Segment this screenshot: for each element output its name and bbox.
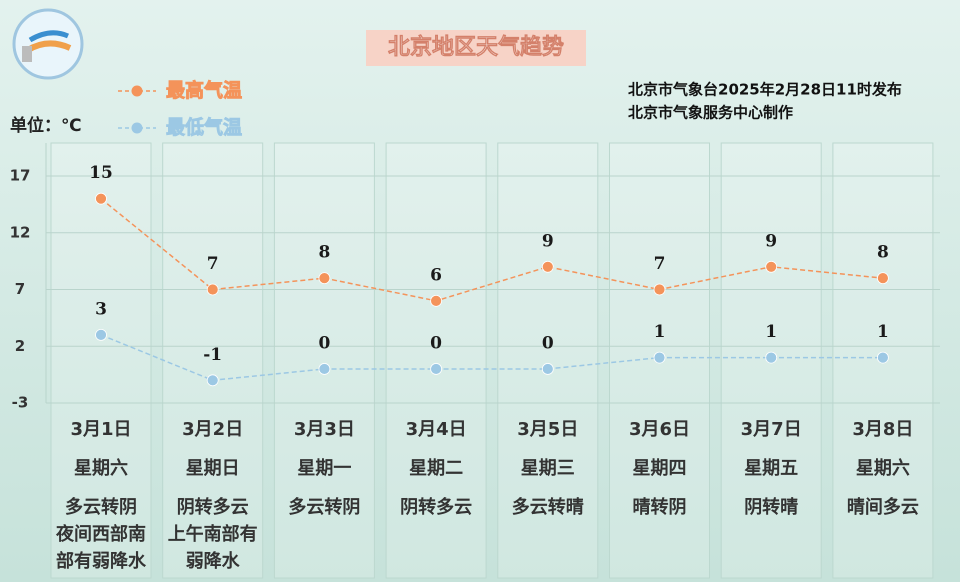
y-tick-label: -3 (12, 394, 29, 412)
x-tick-label: 3月4日 (406, 419, 467, 440)
weather-label: 夜间西部南 (55, 523, 146, 545)
data-label: 7 (207, 254, 219, 274)
series-line (100, 198, 883, 302)
weather-label: 弱降水 (186, 550, 241, 572)
data-label: 0 (318, 333, 330, 353)
weather-label: 部有弱降水 (56, 550, 147, 572)
legend-label: 最高气温 (166, 79, 242, 102)
weather-label: 多云转阴 (65, 496, 137, 518)
weekday-label: 星期六 (856, 457, 910, 479)
weather-label: 晴转阴 (633, 496, 687, 518)
data-label: 8 (877, 243, 889, 263)
weekday-label: 星期四 (633, 458, 687, 479)
legend-marker (131, 122, 143, 134)
data-label: 15 (89, 163, 113, 183)
data-point (653, 283, 666, 296)
data-label: 7 (654, 254, 666, 274)
unit-label: 单位：℃ (10, 115, 82, 136)
data-label: 0 (430, 333, 442, 353)
x-tick-label: 3月7日 (741, 419, 802, 440)
data-label: 9 (765, 231, 777, 251)
weekday-label: 星期二 (409, 458, 463, 479)
weekday-label: 星期日 (186, 458, 240, 479)
data-point (765, 351, 778, 364)
weather-label: 多云转晴 (512, 496, 584, 518)
weather-label: 晴间多云 (847, 496, 919, 518)
data-point (765, 260, 778, 273)
x-tick-label: 3月6日 (629, 419, 690, 440)
y-tick-label: 2 (15, 337, 25, 355)
weather-label: 上午南部有 (168, 523, 258, 545)
legend-label: 最低气温 (166, 116, 242, 139)
legend-marker (131, 85, 143, 97)
data-label: 9 (542, 231, 554, 251)
x-tick-label: 3月1日 (70, 419, 131, 440)
day-column (385, 142, 487, 579)
data-point (206, 374, 219, 387)
data-point (206, 283, 219, 296)
x-tick-label: 3月2日 (182, 419, 243, 440)
data-point (430, 294, 443, 307)
x-tick-label: 3月8日 (852, 419, 913, 440)
data-point (430, 363, 443, 375)
data-label: 1 (765, 322, 777, 342)
weather-label: 阴转晴 (744, 496, 798, 518)
weekday-label: 星期一 (297, 458, 351, 479)
data-label: 6 (430, 265, 442, 285)
chart-title: 北京地区天气趋势 (388, 34, 564, 60)
day-column (50, 142, 152, 579)
day-column (273, 142, 375, 579)
data-point (95, 192, 107, 205)
day-column (497, 142, 599, 579)
data-point (95, 328, 107, 341)
x-tick-label: 3月5日 (517, 419, 578, 440)
issuer: 北京市气象台2025年2月28日11时发布 (628, 81, 902, 99)
logo (12, 8, 84, 80)
data-label: 8 (318, 243, 330, 263)
weather-label: 多云转阴 (288, 496, 360, 518)
issuer: 北京市气象服务中心制作 (628, 104, 793, 122)
y-tick-label: 12 (10, 223, 31, 241)
data-point (877, 351, 889, 364)
data-point (877, 272, 889, 285)
data-point (541, 363, 554, 375)
weekday-label: 星期六 (74, 457, 128, 479)
y-tick-label: 7 (15, 280, 25, 298)
data-point (318, 363, 331, 375)
weather-label: 阴转多云 (177, 496, 249, 518)
weather-label: 阴转多云 (400, 496, 472, 518)
weekday-label: 星期五 (744, 458, 798, 479)
y-tick-label: 17 (10, 167, 31, 185)
series-line (100, 334, 883, 382)
data-label: 1 (877, 322, 889, 342)
data-label: 1 (654, 322, 666, 342)
data-label: 0 (542, 333, 554, 353)
data-point (653, 351, 666, 364)
x-tick-label: 3月3日 (294, 419, 355, 440)
day-column (162, 142, 264, 579)
data-point (318, 272, 331, 285)
title-box (366, 30, 586, 66)
weekday-label: 星期三 (521, 458, 575, 479)
data-label: 3 (95, 299, 107, 319)
data-point (541, 260, 554, 273)
data-label: -1 (203, 345, 222, 365)
